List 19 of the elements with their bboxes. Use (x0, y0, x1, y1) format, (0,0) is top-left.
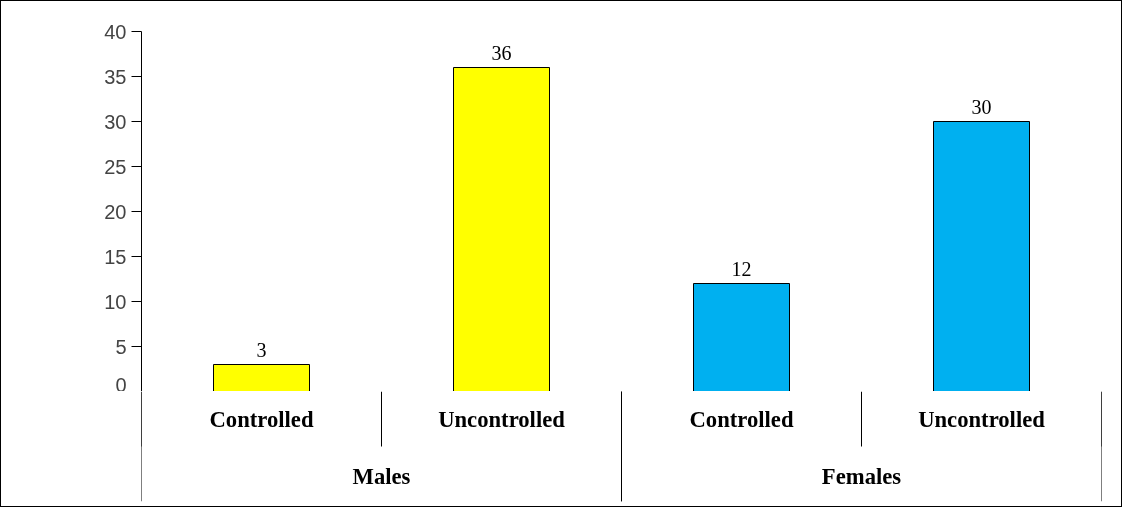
x-tick-label: Controlled (209, 406, 314, 432)
data-label: 30 (971, 95, 992, 118)
x-tick-label: Controlled (689, 406, 794, 432)
text: Males (352, 464, 411, 490)
y-tick-label: 5 (115, 335, 127, 358)
y-tick-label: 40 (104, 20, 127, 43)
y-tick-label: 20 (104, 200, 127, 223)
y-tick-label: 15 (104, 245, 127, 268)
y-tick-label: 0 (115, 373, 127, 396)
text: Females (821, 464, 902, 490)
y-tick-label: 30 (104, 110, 127, 133)
x-tick-label: Uncontrolled (438, 406, 566, 432)
y-tick-label: 10 (104, 290, 127, 313)
y-tick-label: 25 (104, 155, 127, 178)
y-tick-label: 35 (104, 65, 127, 88)
x-tick-label: Uncontrolled (918, 406, 1046, 432)
data-label: 12 (731, 257, 752, 280)
data-label: 3 (256, 338, 267, 361)
data-label: 36 (491, 41, 512, 64)
